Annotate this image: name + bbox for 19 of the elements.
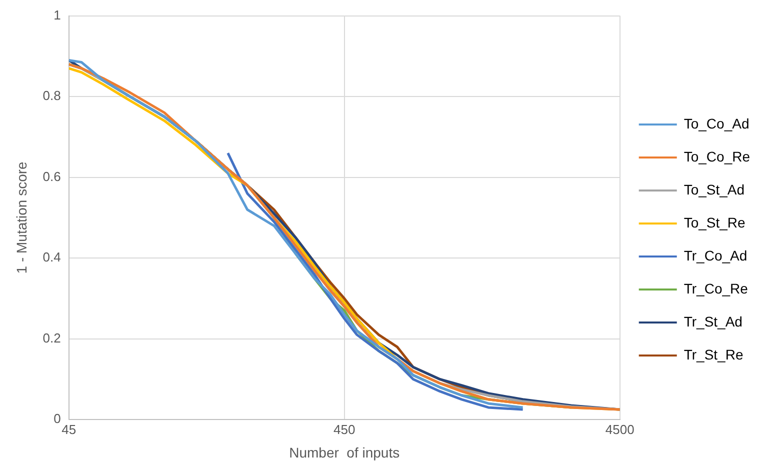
y-tick-label: 0 bbox=[54, 411, 61, 426]
legend-label: Tr_St_Re bbox=[684, 346, 744, 362]
legend-label: To_Co_Re bbox=[684, 148, 750, 164]
legend-label: To_St_Re bbox=[684, 214, 746, 230]
y-axis-title: 1 - Mutation score bbox=[13, 161, 30, 274]
y-tick-label: 1 bbox=[54, 7, 61, 22]
legend-label: Tr_Co_Re bbox=[684, 280, 748, 296]
legend-label: To_Co_Ad bbox=[684, 115, 750, 132]
legend-label: Tr_St_Ad bbox=[684, 313, 742, 330]
x-tick-label: 450 bbox=[334, 422, 356, 437]
y-tick-label: 0.4 bbox=[42, 250, 61, 265]
x-tick-label: 45 bbox=[62, 422, 76, 437]
x-tick-label: 4500 bbox=[605, 422, 634, 437]
y-tick-label: 0.2 bbox=[42, 330, 61, 346]
legend-label: To_St_Ad bbox=[684, 181, 745, 198]
legend-label: Tr_Co_Ad bbox=[684, 247, 748, 264]
y-tick-label: 0.8 bbox=[42, 88, 61, 104]
y-tick-label: 0.6 bbox=[42, 168, 61, 184]
x-axis-title: Number of inputs bbox=[289, 444, 400, 460]
